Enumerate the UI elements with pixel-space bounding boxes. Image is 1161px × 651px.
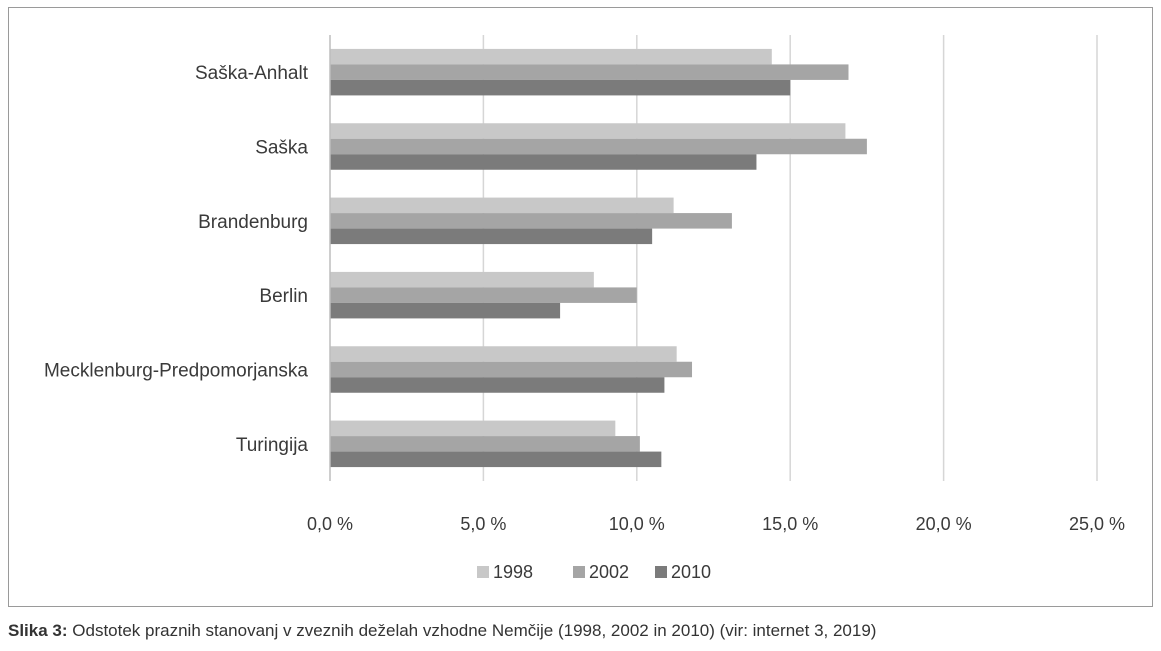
bar-2002 [330,361,693,378]
x-tick-label: 15,0 % [762,514,818,534]
bar-2010 [330,451,662,468]
category-label: Berlin [259,286,308,307]
x-tick-label: 5,0 % [460,514,506,534]
bar-2010 [330,79,791,96]
bar-2010 [330,302,561,319]
bar-1998 [330,346,677,362]
category-label: Saška [255,138,308,159]
x-tick-label: 25,0 % [1069,514,1125,534]
bar-2002 [330,213,732,229]
legend-swatch-1998 [477,566,489,578]
legend-label: 2010 [671,562,711,582]
bar-2010 [330,228,653,245]
bar-1998 [330,197,674,214]
legend-swatch-2002 [573,566,585,578]
caption-text: Odstotek praznih stanovanj v zveznih dež… [67,621,877,640]
legend-label: 1998 [493,562,533,582]
bar-2002 [330,436,640,452]
bar-1998 [330,271,594,288]
caption-label: Slika 3: [8,621,68,640]
x-tick-label: 10,0 % [609,514,665,534]
legend-label: 2002 [589,562,629,582]
bar-2010 [330,154,757,170]
category-label: Mecklenburg-Predpomorjanska [44,361,308,382]
category-label: Saška-Anhalt [195,63,309,84]
bar-1998 [330,420,616,437]
bar-2002 [330,64,849,80]
chart-frame [8,7,1153,607]
figure-caption: Slika 3: Odstotek praznih stanovanj v zv… [8,621,876,641]
bar-chart: Saška-Anhalt Saška Brandenburg Berlin Meckle… [44,35,1125,582]
bar-2010 [330,377,665,393]
bar-1998 [330,123,846,139]
category-label: Brandenburg [198,212,308,233]
category-label: Turingija [236,435,309,456]
bar-1998 [330,48,772,65]
legend-swatch-2010 [655,566,667,578]
x-tick-label: 0,0 % [307,514,353,534]
bar-2002 [330,287,637,303]
bar-2002 [330,138,867,155]
x-tick-label: 20,0 % [916,514,972,534]
